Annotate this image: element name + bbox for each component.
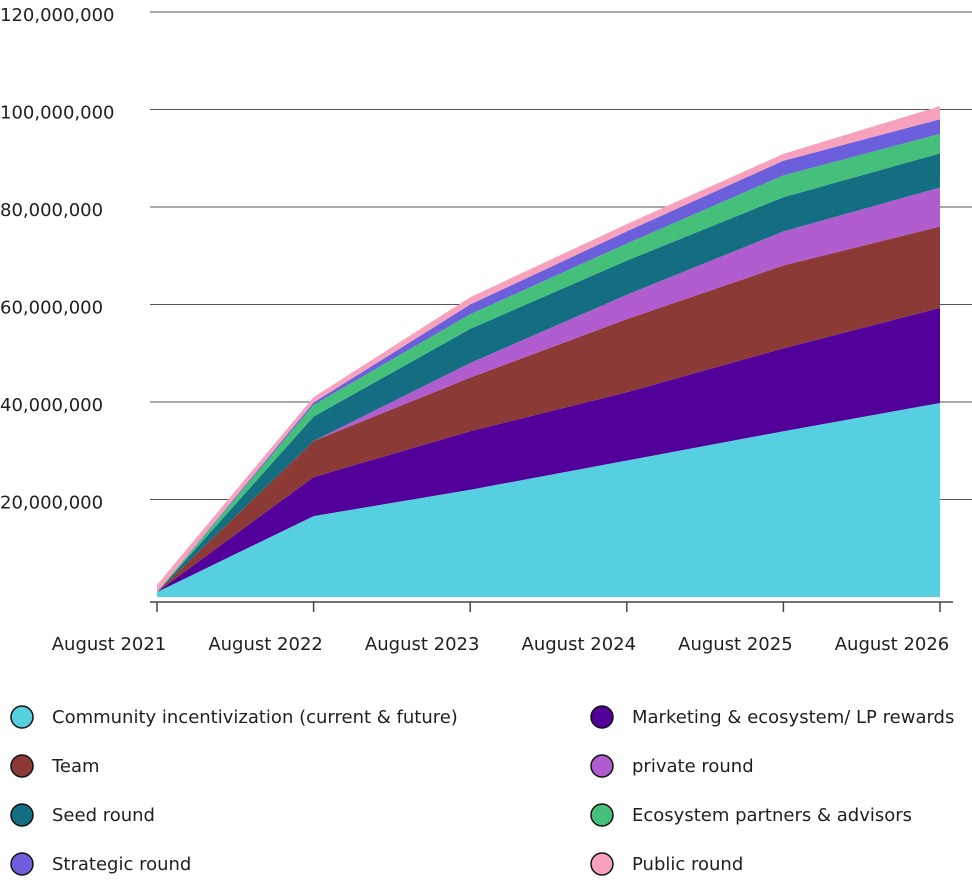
legend-label: private round xyxy=(632,756,754,777)
x-tick-label: August 2024 xyxy=(522,634,637,655)
legend-marker xyxy=(590,803,614,827)
legend-label: Team xyxy=(51,756,100,777)
legend-marker xyxy=(590,852,614,876)
legend-marker xyxy=(10,803,34,827)
area xyxy=(157,307,940,593)
area xyxy=(157,226,940,593)
legend-label: Public round xyxy=(632,854,743,875)
legend-marker xyxy=(590,705,614,729)
y-tick-label: 120,000,000 xyxy=(0,5,115,26)
legend-label: Community incentivization (current & fut… xyxy=(52,707,458,728)
legend-label: Seed round xyxy=(52,805,155,826)
legend-label: Marketing & ecosystem/ LP rewards xyxy=(632,707,954,728)
area xyxy=(157,153,940,593)
legend-marker xyxy=(590,754,614,778)
legend-marker xyxy=(10,754,34,778)
y-tick-label: 40,000,000 xyxy=(0,395,103,416)
area xyxy=(157,187,940,593)
x-tick-label: August 2025 xyxy=(678,634,793,655)
legend-label: Strategic round xyxy=(52,854,191,875)
y-tick-label: 100,000,000 xyxy=(0,103,115,124)
x-tick-label: August 2022 xyxy=(208,634,323,655)
legend-label: Ecosystem partners & advisors xyxy=(632,805,912,826)
x-tick-label: August 2021 xyxy=(52,634,167,655)
y-tick-label: 80,000,000 xyxy=(0,200,103,221)
legend-marker xyxy=(10,852,34,876)
y-tick-label: 20,000,000 xyxy=(0,493,103,514)
x-tick-label: August 2026 xyxy=(835,634,950,655)
x-tick-label: August 2023 xyxy=(365,634,480,655)
legend-marker xyxy=(10,705,34,729)
y-tick-label: 60,000,000 xyxy=(0,298,103,319)
area xyxy=(157,402,940,597)
